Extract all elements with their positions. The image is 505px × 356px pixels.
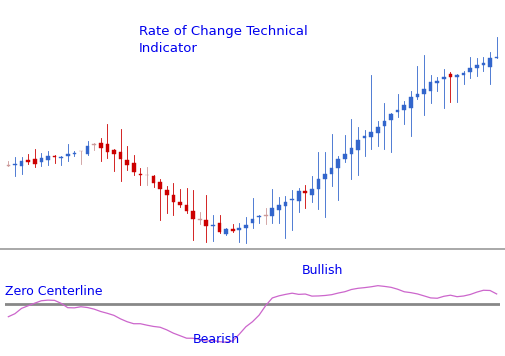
Bar — [409, 97, 413, 108]
Bar — [290, 199, 294, 200]
Bar — [475, 65, 479, 68]
Bar — [39, 158, 43, 162]
Bar — [389, 114, 393, 120]
Bar — [482, 63, 485, 65]
Bar — [402, 105, 406, 110]
Bar — [416, 94, 419, 96]
Bar — [66, 154, 70, 156]
Bar — [125, 160, 129, 164]
Bar — [172, 195, 175, 201]
Text: Rate of Change Technical
Indicator: Rate of Change Technical Indicator — [139, 25, 308, 55]
Bar — [349, 148, 354, 154]
Bar — [92, 144, 96, 145]
Bar — [231, 229, 234, 231]
Bar — [119, 152, 122, 159]
Bar — [264, 215, 268, 216]
Bar — [33, 159, 36, 164]
Bar — [448, 74, 452, 77]
Bar — [383, 121, 386, 126]
Bar — [442, 77, 446, 79]
Bar — [46, 156, 50, 159]
Bar — [165, 190, 169, 195]
Bar — [20, 162, 23, 166]
Bar — [73, 153, 76, 155]
Bar — [224, 229, 228, 234]
Bar — [59, 157, 63, 158]
Text: Bullish: Bullish — [302, 264, 343, 277]
Bar — [158, 182, 162, 189]
Bar — [26, 160, 30, 162]
Bar — [304, 192, 307, 193]
Bar — [178, 202, 182, 205]
Bar — [106, 145, 109, 152]
Bar — [138, 174, 142, 175]
Bar — [370, 132, 373, 137]
Bar — [205, 220, 208, 226]
Bar — [330, 168, 333, 173]
Bar — [376, 127, 380, 133]
Bar — [53, 156, 57, 157]
Bar — [495, 57, 498, 58]
Bar — [343, 154, 347, 159]
Bar — [198, 219, 201, 220]
Bar — [99, 143, 103, 148]
Bar — [317, 179, 320, 189]
Bar — [284, 201, 287, 206]
Bar — [462, 73, 466, 75]
Bar — [323, 173, 327, 179]
Bar — [132, 163, 135, 172]
Bar — [488, 58, 492, 67]
Bar — [271, 209, 274, 216]
Bar — [297, 191, 300, 201]
Bar — [112, 150, 116, 154]
Bar — [435, 82, 439, 83]
Bar — [237, 228, 241, 230]
Bar — [396, 110, 399, 112]
Bar — [86, 146, 89, 153]
Bar — [469, 68, 472, 72]
Bar — [244, 225, 248, 228]
Bar — [336, 159, 340, 168]
Bar — [363, 136, 367, 138]
Bar — [455, 75, 459, 77]
Bar — [277, 205, 281, 210]
Bar — [211, 225, 215, 226]
Bar — [152, 176, 156, 183]
Bar — [218, 222, 221, 232]
Bar — [191, 211, 195, 219]
Bar — [422, 89, 426, 94]
Text: Zero Centerline: Zero Centerline — [5, 285, 103, 298]
Bar — [185, 205, 188, 211]
Bar — [257, 215, 261, 217]
Bar — [356, 141, 360, 150]
Text: Bearish: Bearish — [193, 333, 240, 346]
Bar — [310, 189, 314, 195]
Bar — [250, 219, 255, 223]
Bar — [7, 165, 10, 166]
Bar — [429, 82, 432, 91]
